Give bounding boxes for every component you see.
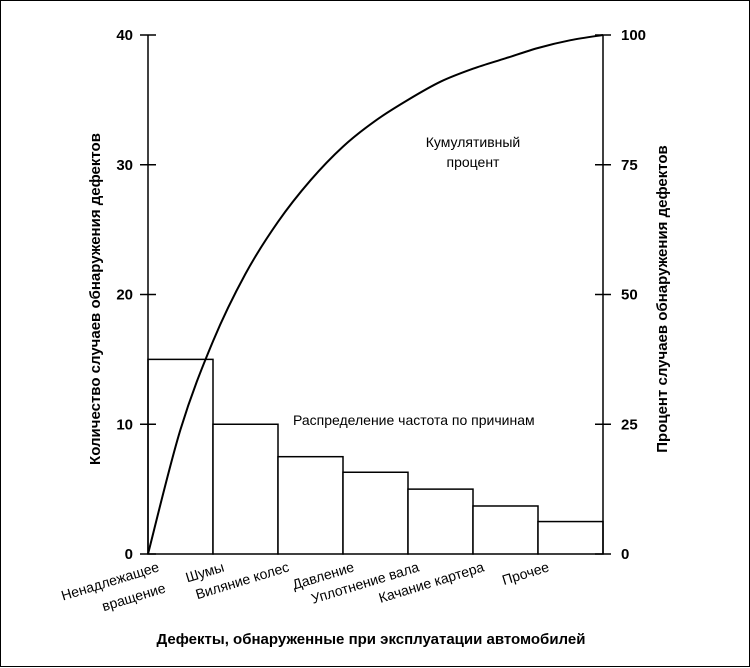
bar-6 [472,505,539,555]
cumulative-annotation-line2: процент [447,154,501,170]
right-tick-label: 50 [621,287,638,304]
distribution-annotation: Распределение частота по причинам [293,412,535,428]
left-tick-label: 20 [116,287,133,304]
x-axis-title: Дефекты, обнаруженные при эксплуатации а… [157,631,586,648]
bar-3 [277,455,344,555]
cumulative-percent-line [147,34,604,555]
bar-1 [147,358,214,555]
right-y-axis-title: Процент случаев обнаружения дефектов [654,145,671,453]
right-tick-label: 75 [621,157,638,174]
left-y-axis-title: Количество случаев обнаружения дефектов [87,133,104,465]
bar-2 [212,423,279,555]
bar-5 [407,488,474,555]
bar-4 [342,471,409,555]
cumulative-annotation-line1: Кумулятивный [426,134,521,150]
right-tick-label: 100 [621,27,646,44]
left-tick-label: 30 [116,157,133,174]
category-label-line: Прочее [500,559,551,588]
left-tick-label: 10 [116,416,133,433]
right-tick-label: 25 [621,416,638,433]
right-tick-label: 0 [621,546,629,563]
bar-7 [537,520,604,555]
left-tick-label: 40 [116,27,133,44]
ticks-group: 0 10 20 30 40 0 25 50 75 100 [116,27,646,563]
left-tick-label: 0 [125,546,133,563]
category-label-7: Прочее [500,559,551,588]
bars-group [147,358,604,555]
